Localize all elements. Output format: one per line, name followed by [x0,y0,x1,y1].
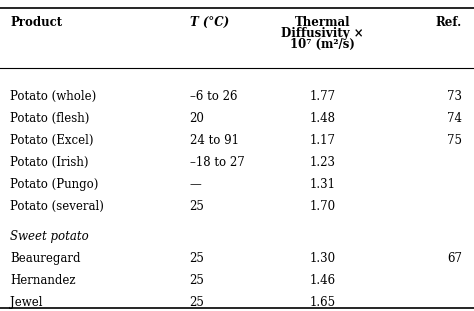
Text: 1.70: 1.70 [309,200,336,213]
Text: Sweet potato: Sweet potato [10,230,89,243]
Text: 25: 25 [190,274,204,287]
Text: –6 to 26: –6 to 26 [190,90,237,103]
Text: 1.30: 1.30 [309,252,336,265]
Text: Diffusivity ×: Diffusivity × [281,27,364,40]
Text: 1.46: 1.46 [309,274,336,287]
Text: 1.17: 1.17 [310,134,335,147]
Text: Jewel: Jewel [10,296,43,309]
Text: 24 to 91: 24 to 91 [190,134,238,147]
Text: 25: 25 [190,252,204,265]
Text: Potato (Irish): Potato (Irish) [10,156,89,169]
Text: Potato (whole): Potato (whole) [10,90,97,103]
Text: Hernandez: Hernandez [10,274,76,287]
Text: –18 to 27: –18 to 27 [190,156,245,169]
Text: 10⁷ (m²/s): 10⁷ (m²/s) [290,38,355,51]
Text: 74: 74 [447,112,462,125]
Text: Potato (several): Potato (several) [10,200,104,213]
Text: Product: Product [10,16,63,29]
Text: 1.65: 1.65 [309,296,336,309]
Text: 73: 73 [447,90,462,103]
Text: —: — [190,178,201,191]
Text: Potato (Excel): Potato (Excel) [10,134,94,147]
Text: Potato (Pungo): Potato (Pungo) [10,178,99,191]
Text: T (°C): T (°C) [190,16,229,29]
Text: 25: 25 [190,296,204,309]
Text: Potato (flesh): Potato (flesh) [10,112,90,125]
Text: 1.77: 1.77 [309,90,336,103]
Text: 75: 75 [447,134,462,147]
Text: Beauregard: Beauregard [10,252,81,265]
Text: Ref.: Ref. [436,16,462,29]
Text: Thermal: Thermal [294,16,350,29]
Text: 20: 20 [190,112,204,125]
Text: 1.23: 1.23 [310,156,335,169]
Text: 1.31: 1.31 [310,178,335,191]
Text: 25: 25 [190,200,204,213]
Text: 67: 67 [447,252,462,265]
Text: 1.48: 1.48 [310,112,335,125]
